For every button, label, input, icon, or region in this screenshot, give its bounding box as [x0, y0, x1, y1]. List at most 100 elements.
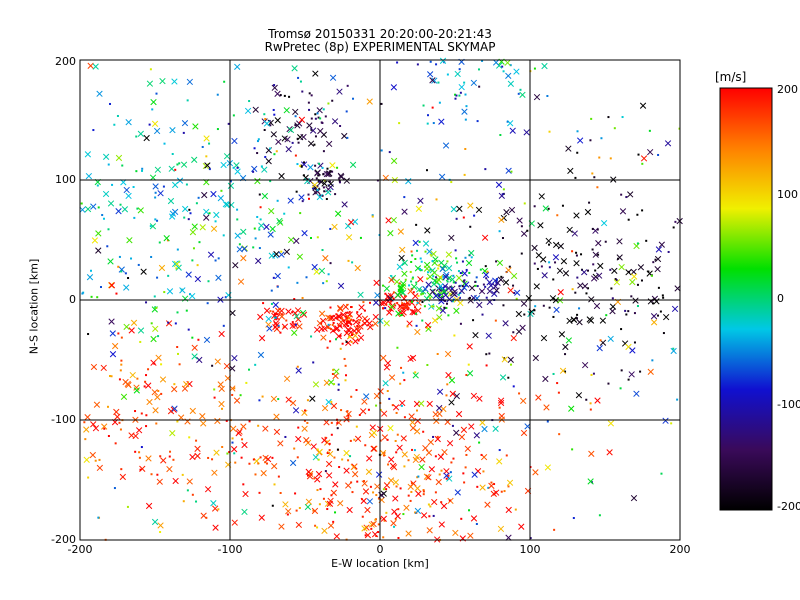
data-point-dot [339, 347, 342, 350]
data-point-dot [450, 181, 453, 184]
data-point-cross [323, 170, 330, 178]
data-point-cross [438, 118, 445, 125]
data-point-dot [188, 208, 191, 211]
data-point-dot [329, 306, 332, 309]
data-point-dot [458, 296, 461, 299]
data-point-cross [387, 425, 394, 432]
data-point-cross [395, 310, 402, 317]
data-point-dot [211, 458, 214, 461]
data-point-cross [331, 223, 338, 231]
data-point-cross [390, 520, 397, 527]
data-point-dot [276, 199, 279, 202]
data-point-cross [156, 478, 163, 485]
data-point-cross [532, 469, 539, 476]
data-point-dot [252, 458, 255, 461]
data-point-dot [485, 353, 488, 356]
data-point-dot [548, 266, 551, 269]
data-point-cross [463, 281, 470, 288]
data-point-dot [270, 289, 273, 292]
data-point-cross [84, 205, 92, 213]
data-point-dot [207, 280, 210, 283]
data-point-dot [136, 377, 139, 380]
data-point-cross [403, 504, 410, 511]
data-point-dot [352, 319, 355, 322]
data-point-dot [476, 120, 479, 123]
data-point-cross [160, 457, 167, 464]
data-point-cross [152, 325, 159, 333]
data-point-dot [148, 123, 151, 126]
data-point-cross [306, 473, 314, 480]
data-point-dot [256, 152, 259, 155]
data-point-cross [417, 276, 424, 283]
data-point-dot [306, 421, 309, 424]
data-point-dot [101, 214, 104, 217]
data-point-dot [313, 143, 316, 146]
data-point-dot [461, 285, 464, 288]
data-point-cross [387, 305, 394, 312]
data-point-dot [310, 128, 313, 131]
data-point-cross [204, 486, 212, 493]
data-point-dot [145, 374, 148, 377]
data-point-cross [466, 343, 473, 350]
data-point-dot [345, 340, 348, 343]
data-point-dot [637, 153, 640, 156]
data-point-cross [414, 265, 422, 272]
data-point-dot [157, 335, 160, 338]
data-point-cross [423, 265, 431, 272]
data-point-cross [369, 424, 376, 431]
data-point-cross [502, 320, 509, 327]
data-point-dot [273, 84, 276, 87]
data-point-dot [349, 455, 352, 458]
data-point-cross [306, 122, 313, 129]
data-point-dot [324, 470, 327, 473]
data-point-dot [457, 270, 460, 273]
data-point-dot [580, 253, 583, 256]
data-point-dot [363, 480, 366, 483]
data-point-dot [109, 102, 112, 105]
data-point-dot [295, 190, 298, 193]
data-point-dot [513, 291, 516, 294]
data-point-cross [123, 284, 130, 291]
data-point-dot [277, 324, 280, 327]
data-point-dot [236, 208, 239, 211]
data-point-dot [326, 451, 329, 454]
data-point-dot [107, 228, 110, 231]
data-point-cross [406, 320, 413, 327]
data-point-cross [364, 506, 371, 514]
data-point-dot [485, 364, 488, 367]
data-point-dot [438, 473, 441, 476]
data-point-cross [289, 322, 296, 330]
data-point-dot [294, 323, 297, 326]
data-point-dot [394, 304, 397, 307]
data-point-dot [398, 304, 401, 307]
data-point-dot [321, 248, 324, 251]
data-point-cross [172, 260, 179, 268]
data-point-cross [412, 239, 419, 247]
data-point-cross [275, 307, 282, 314]
data-point-dot [355, 389, 358, 392]
data-point-dot [174, 168, 177, 171]
data-point-dot [627, 218, 630, 221]
data-point-dot [331, 170, 334, 173]
data-point-cross [515, 310, 523, 318]
data-point-cross [335, 333, 342, 340]
data-point-dot [458, 68, 461, 71]
data-point-cross [240, 423, 247, 430]
data-point-dot [485, 296, 488, 299]
data-point-cross [211, 469, 218, 476]
data-point-dot [417, 475, 420, 478]
data-point-dot [314, 135, 317, 138]
data-point-dot [395, 451, 398, 454]
data-point-dot [339, 325, 342, 328]
data-point-dot [185, 309, 188, 312]
data-point-dot [589, 402, 592, 405]
data-point-cross [270, 395, 278, 403]
data-point-cross [114, 413, 121, 420]
data-point-dot [139, 468, 142, 471]
data-point-dot [505, 454, 508, 457]
data-point-dot [307, 101, 310, 104]
data-point-cross [408, 413, 415, 420]
data-point-cross [415, 286, 423, 293]
data-point-dot [315, 177, 318, 180]
data-point-dot [156, 473, 159, 476]
